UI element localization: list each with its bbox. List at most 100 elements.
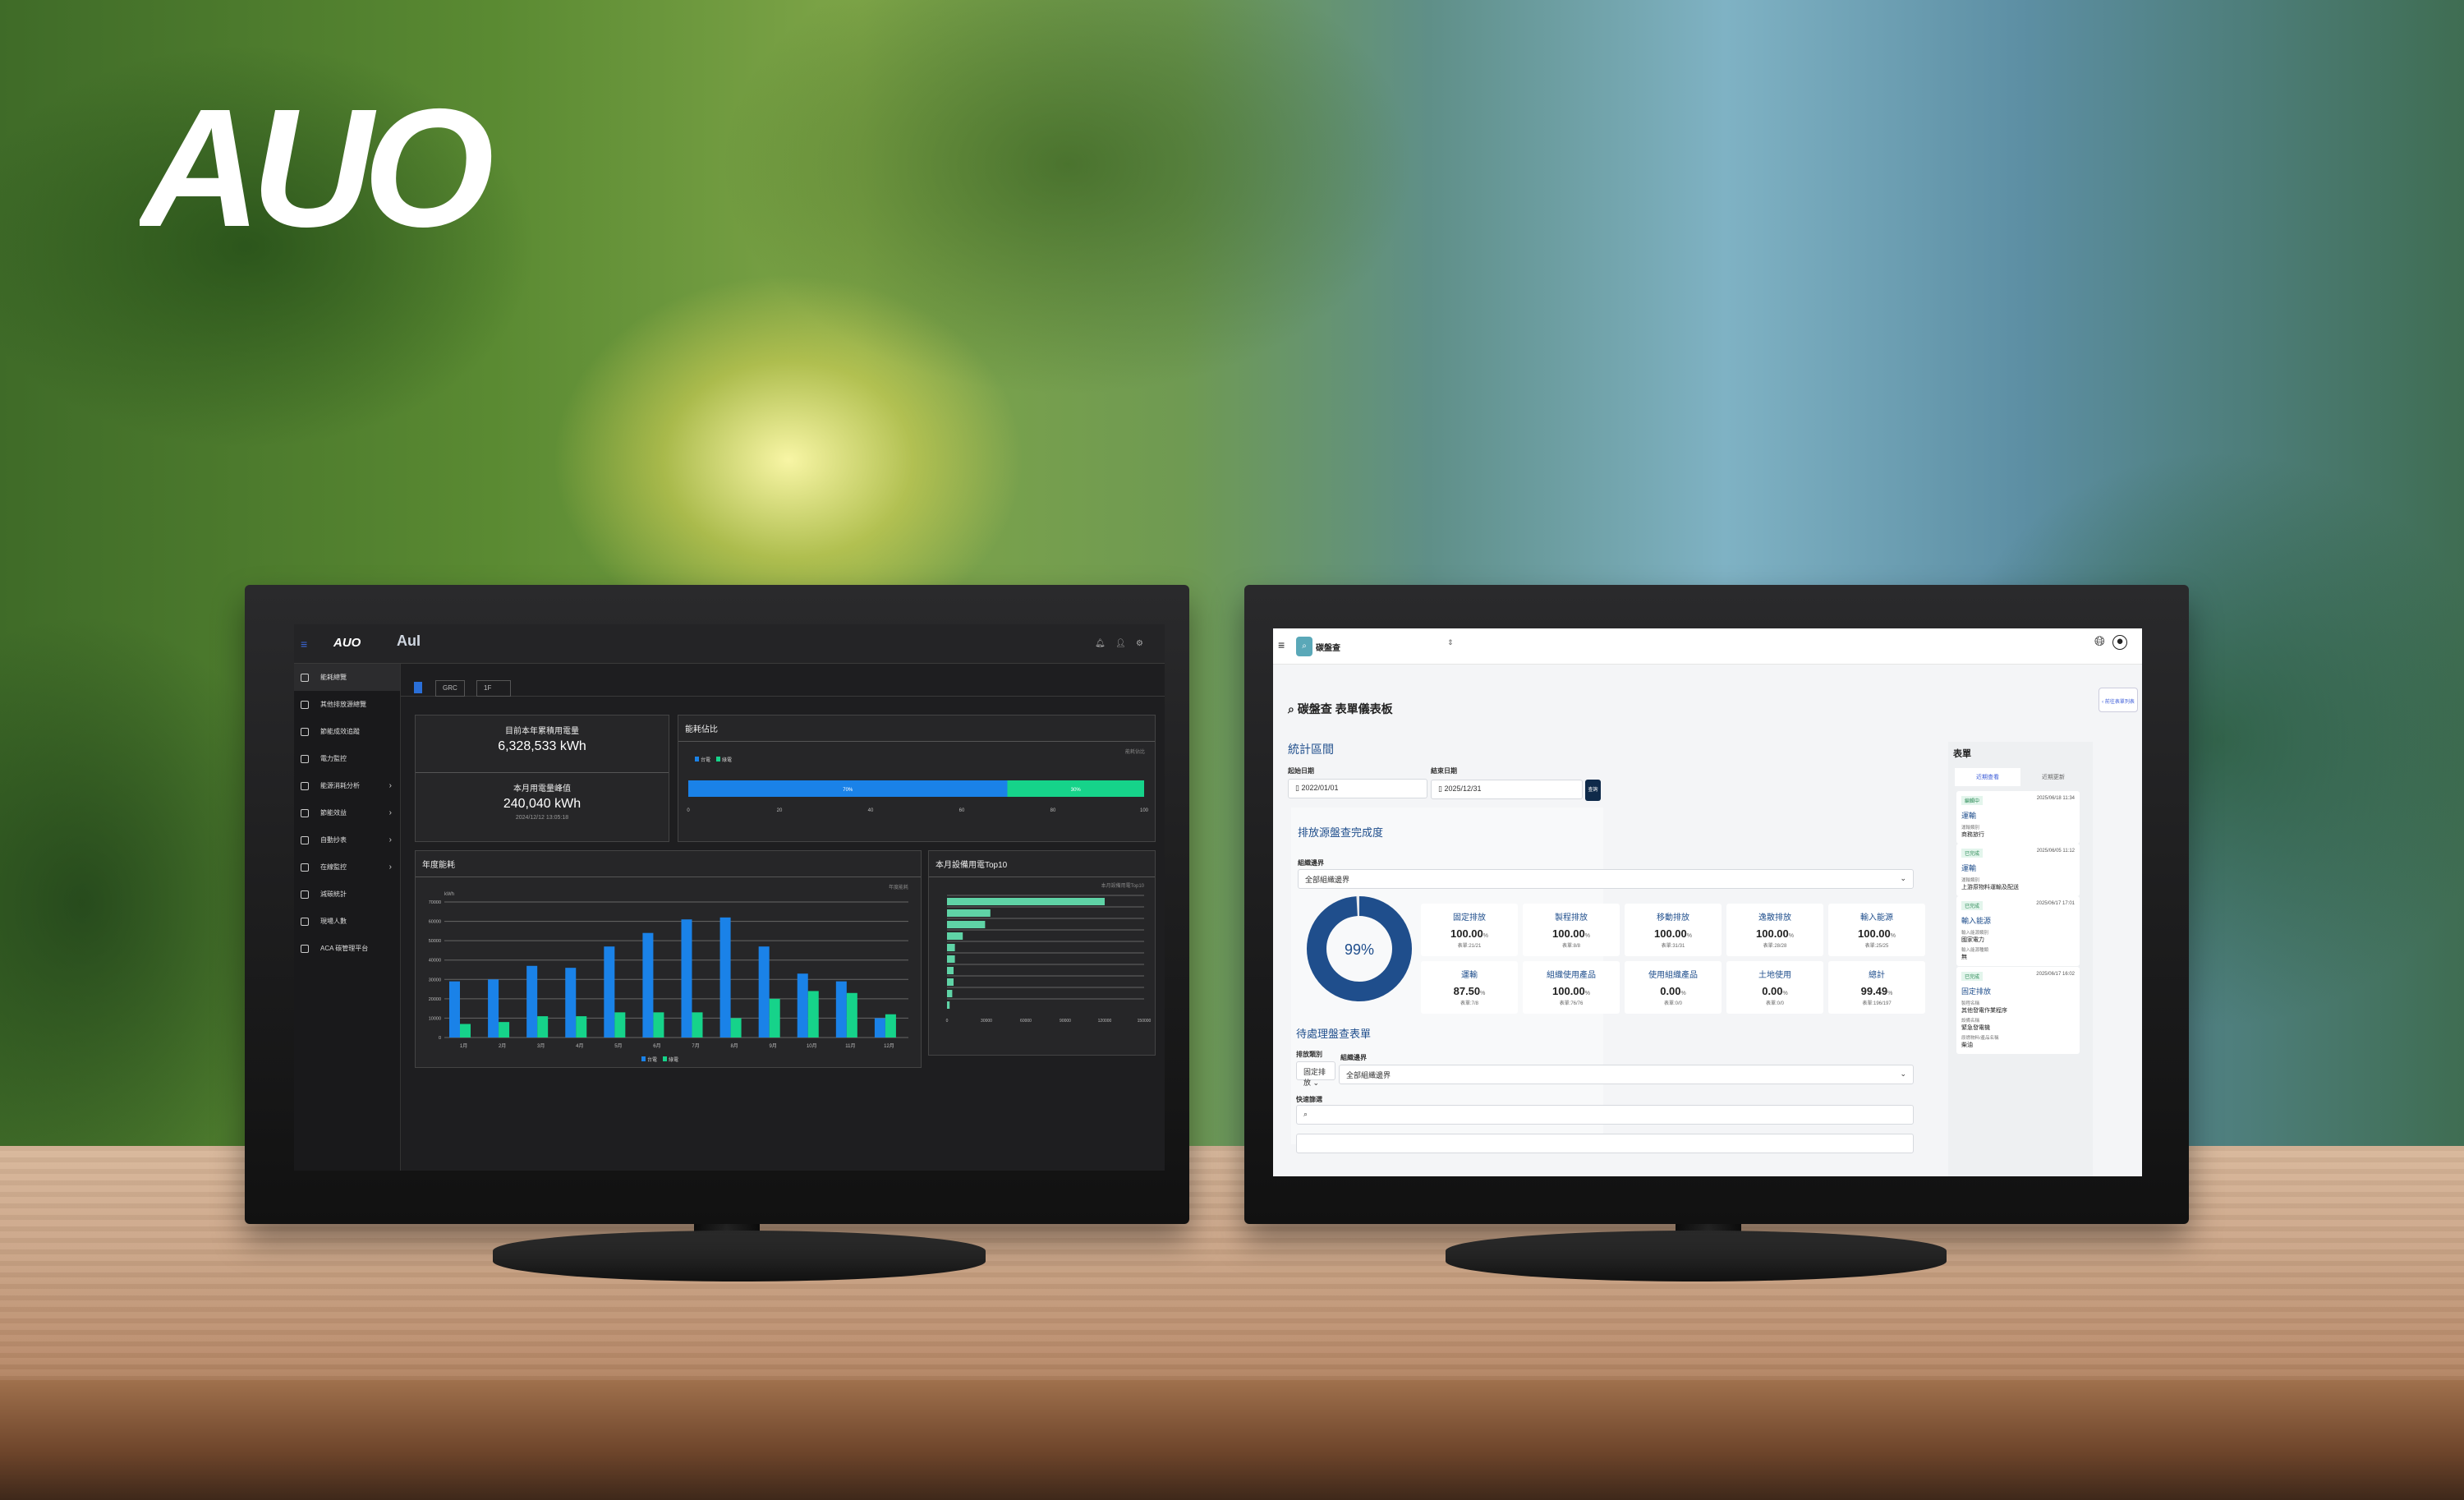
start-date-label: 起始日期 <box>1288 767 1314 775</box>
bar-grid-power <box>719 917 731 1038</box>
menu-icon[interactable]: ≡ <box>301 637 308 651</box>
sidebar-item[interactable]: 能源消耗分析 › <box>294 772 400 799</box>
field-value: 無 <box>1961 955 1967 960</box>
grid-icon <box>301 673 309 682</box>
stat-value: 100.00% <box>1523 927 1620 940</box>
tab-recent-viewed[interactable]: 近期查看 <box>1955 768 2020 786</box>
x-tick-label: 4月 <box>576 1043 583 1049</box>
top10-bar <box>947 955 955 963</box>
start-date-input[interactable]: ▯ 2022/01/01 <box>1288 779 1427 798</box>
y-tick-label: 30000 <box>429 978 441 982</box>
account-icon[interactable]: ● <box>2112 635 2127 650</box>
sidebar-item-label: 節能成效追蹤 <box>320 728 360 735</box>
ratio-bar-label: 70% <box>843 788 853 793</box>
back-to-list-button[interactable]: ‹ 前往表單列表 <box>2099 688 2138 712</box>
user-icon[interactable]: 👤︎ <box>1115 639 1126 648</box>
bar-chart-icon <box>301 781 309 790</box>
floor-filter[interactable]: 1F <box>476 680 511 697</box>
stat-unit: % <box>1788 933 1794 939</box>
stat-unit: % <box>1480 991 1486 996</box>
bar-grid-power <box>488 979 499 1038</box>
legend-swatch <box>641 1056 646 1061</box>
org-boundary-select[interactable]: 全部組織邊界 ⌄ <box>1298 869 1914 889</box>
form-card[interactable]: 已完成 2025/06/05 11:12 運輸 運輸類別 上游原物料運輸及配送 <box>1956 844 2080 896</box>
bar-green-power <box>807 991 819 1038</box>
sidebar-item[interactable]: 節能效益 › <box>294 799 400 826</box>
menu-icon[interactable]: ≡ <box>1278 638 1285 651</box>
stat-name: 逸散排放 <box>1758 913 1791 923</box>
form-title: 輸入能源 <box>1961 917 1992 925</box>
field-label: 運輸類別 <box>1961 826 1980 831</box>
bar-grid-power <box>565 968 577 1038</box>
peak-time: 2024/12/12 13:05:18 <box>515 815 569 821</box>
stat-name: 土地使用 <box>1758 971 1791 980</box>
bar-grid-power <box>681 919 692 1038</box>
x-tick-label: 10月 <box>807 1043 817 1049</box>
stat-card: 使用組織產品 0.00% 表單:0/0 <box>1625 961 1722 1014</box>
globe-icon[interactable]: 🌐︎ <box>2094 635 2105 649</box>
site-filter[interactable]: GRC <box>435 680 465 697</box>
stat-percent: 100.00 <box>1450 927 1483 940</box>
updown-chevron-icon[interactable]: ⇕ <box>1447 638 1454 646</box>
sidebar-item[interactable]: 節能成效追蹤 <box>294 718 400 745</box>
app-switcher[interactable]: 碳盤查 <box>1316 644 1340 653</box>
x-tick-label: 150000 <box>1138 1019 1152 1024</box>
top10-chart: 本月設備用電Top10 0 30000 60000 90000 120000 150000 <box>946 882 1152 1024</box>
query-button[interactable]: 查詢 <box>1585 780 1601 801</box>
sidebar-item[interactable]: ACA 碳管理平台 <box>294 935 400 962</box>
sidebar-item[interactable]: 電力監控 <box>294 745 400 772</box>
form-card[interactable]: 編輯中 2025/06/18 11:34 運輸 運輸類別 商務旅行 <box>1956 791 2080 844</box>
desk-edge <box>0 1380 2464 1500</box>
stat-forms: 表單:28/28 <box>1763 944 1787 949</box>
form-list[interactable] <box>1296 1134 1914 1153</box>
x-tick-label: 0 <box>687 808 690 813</box>
gauge-icon <box>301 754 309 763</box>
form-card[interactable]: 已完成 2025/06/17 17:01 輸入能源 輸入能源類別 國家電力 輸入能源種類無 <box>1956 896 2080 966</box>
sidebar-item[interactable]: 其他排放源總覽 <box>294 691 400 718</box>
sidebar-item-label: 節能效益 <box>320 809 347 817</box>
y-tick-label: 20000 <box>429 997 441 1002</box>
stat-unit: % <box>1890 933 1896 939</box>
legend-swatch <box>663 1056 667 1061</box>
period-title: 統計區間 <box>1288 743 1334 756</box>
bar-grid-power <box>758 946 770 1038</box>
sidebar-item[interactable]: 減碳統計 <box>294 881 400 908</box>
sidebar-item[interactable]: 自動抄表 › <box>294 826 400 854</box>
stat-card: 移動排放 100.00% 表單:31/31 <box>1625 904 1722 956</box>
form-title: 運輸 <box>1961 864 1977 872</box>
legend-label: 綠電 <box>722 757 732 763</box>
sidebar-item-label: ACA 碳管理平台 <box>320 945 369 952</box>
stat-name: 移動排放 <box>1657 913 1689 923</box>
bar-green-power <box>460 1024 471 1038</box>
org-boundary-label: 組織邊界 <box>1298 859 1324 867</box>
type-select[interactable]: 固定排放 ⌄ <box>1296 1061 1335 1087</box>
sidebar-item[interactable]: 現場人數 <box>294 908 400 935</box>
stat-unit: % <box>1782 991 1788 996</box>
stat-unit: % <box>1584 991 1590 996</box>
y-tick-label: 70000 <box>429 900 441 905</box>
bell-icon[interactable]: 🔔︎ <box>1095 639 1106 648</box>
settings-icon[interactable]: ⚙ <box>1136 639 1143 648</box>
stat-percent: 100.00 <box>1756 927 1789 940</box>
chevron-right-icon: › <box>388 781 392 790</box>
stat-value: 100.00% <box>1726 927 1823 940</box>
peak-value: 240,040 kWh <box>503 797 582 811</box>
table-icon <box>301 700 309 709</box>
chevron-right-icon: › <box>388 835 392 844</box>
annual-chart: 年度能耗 kWh 0 10000 20000 30000 40000 50000 60000 70… <box>429 884 908 1063</box>
x-tick-label: 2月 <box>499 1043 506 1049</box>
end-date-input[interactable]: ▯ 2025/12/31 <box>1431 780 1583 799</box>
stat-forms: 表單:31/31 <box>1661 944 1685 949</box>
x-tick-label: 7月 <box>692 1043 699 1049</box>
sidebar-item-label: 減碳統計 <box>320 890 347 898</box>
sidebar-item[interactable]: 在線監控 › <box>294 854 400 881</box>
status-badge: 編輯中 <box>1961 796 1984 805</box>
auo-header-logo: AUO <box>333 636 361 650</box>
stat-forms: 表單:7/8 <box>1460 1001 1478 1006</box>
auo-logo: AUO <box>140 90 502 238</box>
form-card[interactable]: 已完成 2025/06/17 16:02 固定排放 製程名稱 其他發電作業程序 設備名稱緊… <box>1956 967 2080 1054</box>
sidebar-item[interactable]: 能耗總覽 <box>294 664 400 691</box>
pending-org-select[interactable]: 全部組織邊界 ⌄ <box>1339 1065 1914 1084</box>
tab-recent-updated[interactable]: 近期更新 <box>2042 775 2065 780</box>
quick-filter-input[interactable]: ⌕ <box>1296 1105 1914 1125</box>
